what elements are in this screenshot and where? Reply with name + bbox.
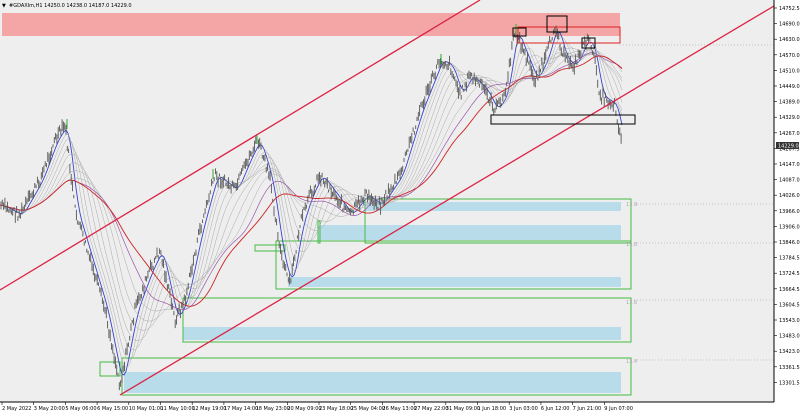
trend-channel — [0, 0, 775, 396]
peak-marker[interactable] — [581, 37, 596, 49]
price-tick-label: 14389.0 — [779, 100, 800, 106]
price-tick-label: 14630.0 — [779, 37, 800, 43]
current-price-label: 14229.0 — [778, 144, 799, 150]
time-tick-label: 20 May 09:00 — [287, 406, 321, 412]
demand-zone — [124, 372, 621, 393]
time-tick-label: 31 May 09:00 — [446, 406, 480, 412]
time-tick-label: 23 May 18:00 — [319, 406, 353, 412]
price-tick-label: 13664.5 — [779, 287, 800, 293]
price-tick-label: 14510.0 — [779, 68, 800, 74]
time-tick-label: 7 Jun 21:00 — [573, 406, 602, 412]
time-tick-label: 6 Jun 12:00 — [541, 406, 570, 412]
time-tick-label: 2 May 2022 — [2, 406, 31, 412]
time-tick-label: 17 May 14:00 — [224, 406, 258, 412]
zone-outline — [99, 361, 121, 377]
demand-zones — [124, 202, 621, 393]
current-price-badge — [776, 142, 799, 149]
price-tick-label: 13846.0 — [779, 240, 800, 246]
zone-outline — [364, 198, 632, 244]
price-tick-label: 13906.0 — [779, 224, 800, 230]
time-tick-label: 18 May 23:00 — [256, 406, 290, 412]
time-tick-label: 6 May 15:00 — [97, 406, 128, 412]
zone-tag: 13.9 — [626, 202, 637, 208]
supply-zone — [2, 13, 620, 36]
price-tick-label: 13361.5 — [779, 365, 800, 371]
time-tick-label: 3 Jun 03:00 — [509, 406, 538, 412]
time-tick-label: 12 May 19:00 — [192, 406, 226, 412]
zone-outline — [182, 297, 632, 343]
peak-marker[interactable] — [512, 27, 527, 37]
price-tick-label: 14570.0 — [779, 53, 800, 59]
price-tick-label: 13301.5 — [779, 380, 800, 386]
time-tick-label: 5 May 06:00 — [65, 406, 96, 412]
price-tick-label: 13483.0 — [779, 334, 800, 340]
demand-zone — [365, 202, 621, 211]
price-tick-label: 14087.0 — [779, 178, 800, 184]
price-tick-label: 14690.0 — [779, 22, 800, 28]
zone-tag: 13.8 — [626, 242, 637, 248]
zone-outline — [275, 240, 632, 290]
demand-zone — [318, 225, 621, 240]
candles — [0, 24, 622, 391]
resistance-box[interactable] — [517, 26, 621, 44]
price-tick-label: 14329.0 — [779, 115, 800, 121]
time-tick-label: 9 Jun 07:00 — [604, 406, 633, 412]
zone-tags: 13.9 13.8 13.6 13.4 — [626, 202, 637, 365]
price-tick-label: 14752.5 — [779, 6, 800, 12]
demand-zone — [288, 277, 621, 287]
time-tick-label: 26 May 13:00 — [382, 406, 416, 412]
ema-line — [0, 55, 623, 307]
price-tick-label: 13604.5 — [779, 302, 800, 308]
zone-outlines — [99, 198, 632, 396]
neckline-box[interactable] — [490, 114, 636, 125]
time-tick-label: 10 May 01:00 — [129, 406, 163, 412]
time-tick-label: 25 May 04:00 — [351, 406, 385, 412]
price-tick-label: 13966.0 — [779, 209, 800, 215]
time-axis: 2 May 2022 3 May 20:00 5 May 06:00 6 May 15… — [0, 401, 774, 412]
time-tick-label: 1 Jun 18:00 — [478, 406, 507, 412]
ema-line — [0, 52, 623, 310]
price-tick-label: 13724.5 — [779, 271, 800, 277]
price-axis: 14752.5 14690.0 14630.0 14570.0 14510.0 14449… — [773, 0, 800, 402]
price-tick-label: 14026.0 — [779, 193, 800, 199]
top-markers — [490, 15, 636, 125]
zone-outline — [254, 244, 286, 252]
demand-zone — [183, 327, 621, 340]
price-tick-label: 13543.0 — [779, 318, 800, 324]
symbol-menu-icon[interactable]: ▼ — [2, 3, 6, 9]
time-tick-label: 3 May 20:00 — [34, 406, 65, 412]
channel-lower-line[interactable] — [119, 5, 775, 396]
price-tick-label: 14207.5 — [779, 146, 800, 152]
price-tick-label: 14449.0 — [779, 84, 800, 90]
time-tick-label: 27 May 22:00 — [414, 406, 448, 412]
zone-outline — [317, 220, 321, 244]
ema-line — [0, 37, 623, 368]
time-tick-label: 11 May 10:00 — [161, 406, 195, 412]
chart-title: #GDAXIm,H1 14250.0 14238.0 14187.0 14229… — [9, 3, 132, 9]
zone-tag: 13.4 — [626, 359, 637, 365]
zone-tag: 13.6 — [626, 300, 637, 306]
ema-line — [0, 42, 623, 361]
price-tick-label: 13784.5 — [779, 256, 800, 262]
price-tick-label: 14267.0 — [779, 131, 800, 137]
channel-upper-line[interactable] — [0, 0, 481, 291]
peak-marker[interactable] — [546, 15, 568, 33]
price-tick-label: 14147.0 — [779, 162, 800, 168]
price-tick-label: 13423.0 — [779, 349, 800, 355]
